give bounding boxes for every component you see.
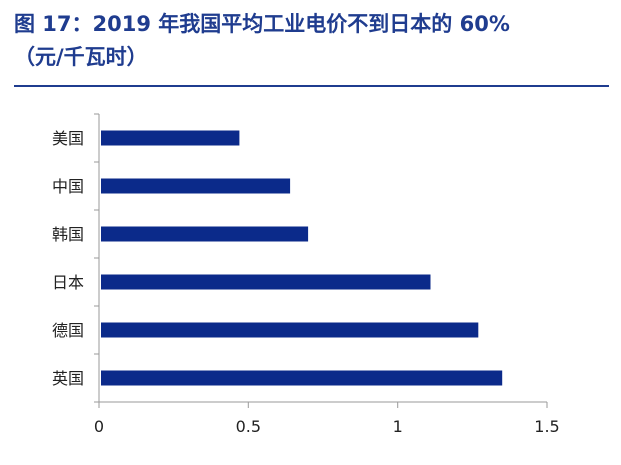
- category-label: 中国: [52, 177, 84, 196]
- bar-3: [101, 226, 309, 242]
- x-tick-label: 1.5: [534, 417, 559, 436]
- x-tick-label: 1: [393, 417, 403, 436]
- bar-6: [101, 370, 503, 386]
- bar-4: [101, 274, 431, 290]
- x-tick-label: 0: [94, 417, 104, 436]
- bar-1: [101, 130, 240, 146]
- category-label: 韩国: [52, 225, 84, 244]
- bar-5: [101, 322, 479, 338]
- chart-title: 图 17：2019 年我国平均工业电价不到日本的 60% （元/千瓦时）: [14, 8, 614, 74]
- category-label: 日本: [52, 273, 84, 292]
- bar-2: [101, 178, 291, 194]
- title-divider: [14, 85, 609, 87]
- x-tick-label: 0.5: [236, 417, 261, 436]
- category-label: 英国: [52, 369, 84, 388]
- category-label: 德国: [52, 321, 84, 340]
- category-label: 美国: [52, 129, 84, 148]
- chart-title-line-1: 图 17：2019 年我国平均工业电价不到日本的 60%: [14, 12, 510, 36]
- chart-title-line-2: （元/千瓦时）: [14, 45, 148, 69]
